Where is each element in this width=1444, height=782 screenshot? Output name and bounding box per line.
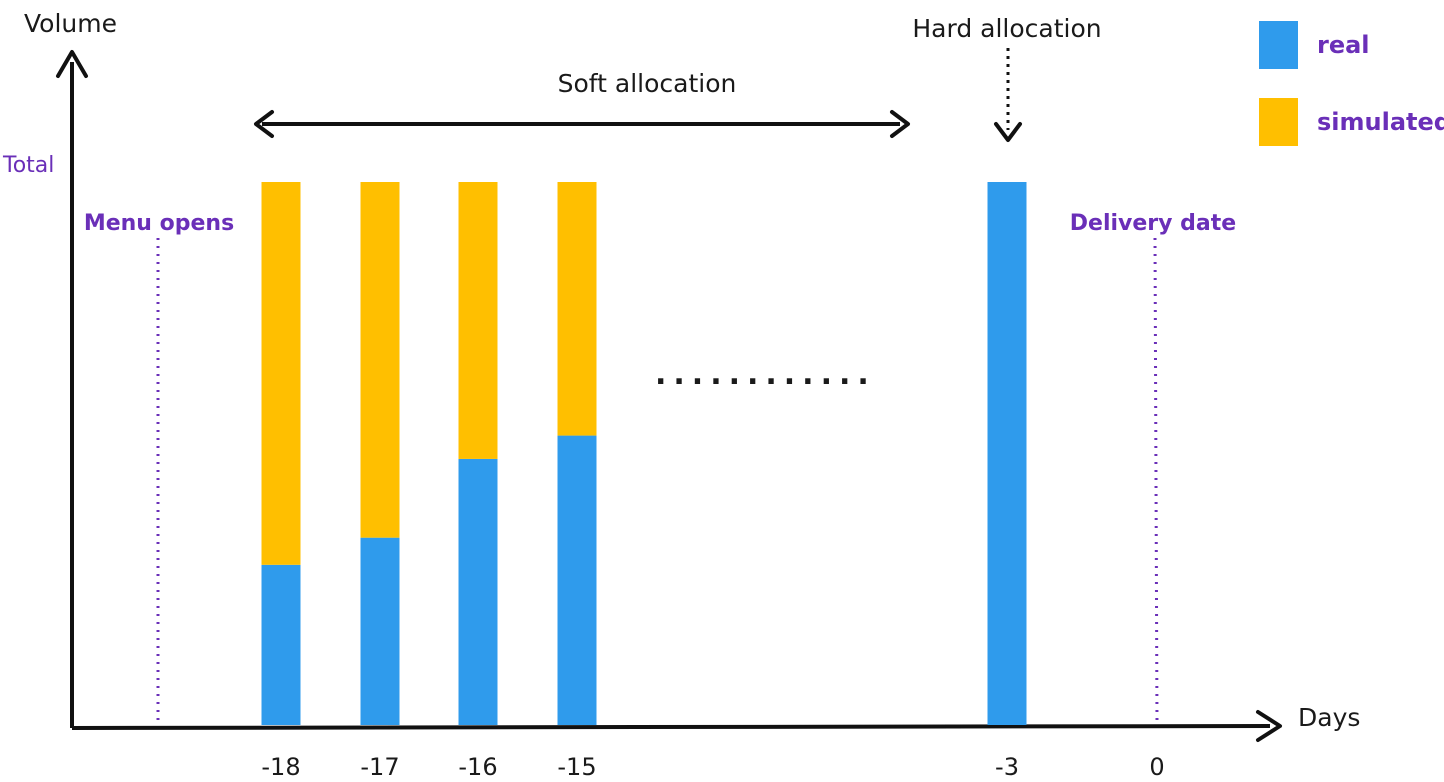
bar-real-day-17 <box>360 537 400 725</box>
x-tick-label: -3 <box>995 753 1019 781</box>
x-tick-label: 0 <box>1149 753 1164 781</box>
y-axis-arrowhead <box>56 50 88 78</box>
bar-real-day-3 <box>987 182 1027 725</box>
bar-simulated-day-17 <box>360 182 400 538</box>
bar-simulated-day-18 <box>261 182 301 565</box>
axes <box>56 50 1282 742</box>
delivery-date-marker <box>1153 237 1159 723</box>
legend-swatch-real <box>1259 21 1298 69</box>
bar-simulated-day-16 <box>458 182 498 459</box>
x-axis-label: Days <box>1298 703 1360 732</box>
x-axis-line <box>71 724 1271 730</box>
x-tick-label: -17 <box>360 753 399 781</box>
x-tick-label: -16 <box>458 753 497 781</box>
bar-real-day-18 <box>261 564 301 725</box>
hard-allocation-arrow <box>994 48 1022 142</box>
soft-allocation-label: Soft allocation <box>558 69 737 98</box>
bar-real-day-15 <box>557 435 597 725</box>
delivery-date-label: Delivery date <box>1070 211 1236 236</box>
legend-label-simulated: simulated <box>1317 108 1444 136</box>
bars <box>261 182 1027 725</box>
bar-real-day-16 <box>458 458 498 725</box>
menu-opens-label: Menu opens <box>84 211 234 236</box>
x-tick-label: -15 <box>557 753 596 781</box>
x-tick-label: -18 <box>261 753 300 781</box>
gap-dots: ............ <box>655 357 876 392</box>
legend-label-real: real <box>1317 31 1370 59</box>
soft-allocation-arrow <box>254 110 910 138</box>
x-tick-labels: -18 -17 -16 -15 -3 0 <box>261 753 1164 781</box>
bar-simulated-day-15 <box>557 182 597 436</box>
total-label: Total <box>2 153 54 178</box>
legend-swatch-simulated <box>1259 98 1298 146</box>
hard-allocation-label: Hard allocation <box>912 14 1101 43</box>
y-axis-label: Volume <box>24 9 117 38</box>
x-axis-arrowhead <box>1256 710 1282 742</box>
legend: real simulated <box>1259 21 1444 146</box>
